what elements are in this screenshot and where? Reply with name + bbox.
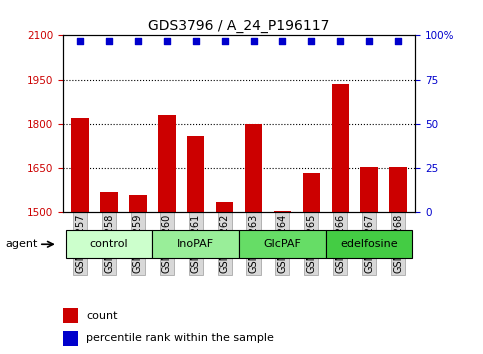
Bar <box>71 118 89 212</box>
Bar <box>100 192 118 212</box>
Bar <box>129 195 147 212</box>
Point <box>163 38 170 44</box>
Text: edelfosine: edelfosine <box>341 239 398 249</box>
Bar <box>239 230 326 258</box>
Text: GlcPAF: GlcPAF <box>264 239 301 249</box>
Bar <box>63 308 78 323</box>
Point <box>192 38 199 44</box>
Text: agent: agent <box>5 239 37 249</box>
Bar <box>245 124 262 212</box>
Bar <box>152 230 239 258</box>
Bar <box>331 84 349 212</box>
Point <box>76 38 84 44</box>
Point <box>279 38 286 44</box>
Point <box>134 38 142 44</box>
Point <box>365 38 373 44</box>
Point <box>394 38 402 44</box>
Bar <box>66 230 152 258</box>
Bar <box>187 136 204 212</box>
Bar <box>216 202 233 212</box>
Point <box>250 38 257 44</box>
Text: count: count <box>86 311 117 321</box>
Text: percentile rank within the sample: percentile rank within the sample <box>86 333 274 343</box>
Bar <box>63 331 78 346</box>
Bar <box>158 115 175 212</box>
Point <box>308 38 315 44</box>
Point <box>221 38 228 44</box>
Bar <box>389 167 407 212</box>
Title: GDS3796 / A_24_P196117: GDS3796 / A_24_P196117 <box>148 19 330 33</box>
Bar <box>274 211 291 212</box>
Bar <box>303 173 320 212</box>
Bar <box>326 230 412 258</box>
Text: control: control <box>90 239 128 249</box>
Point <box>105 38 113 44</box>
Bar <box>360 167 378 212</box>
Point <box>336 38 344 44</box>
Text: InoPAF: InoPAF <box>177 239 214 249</box>
